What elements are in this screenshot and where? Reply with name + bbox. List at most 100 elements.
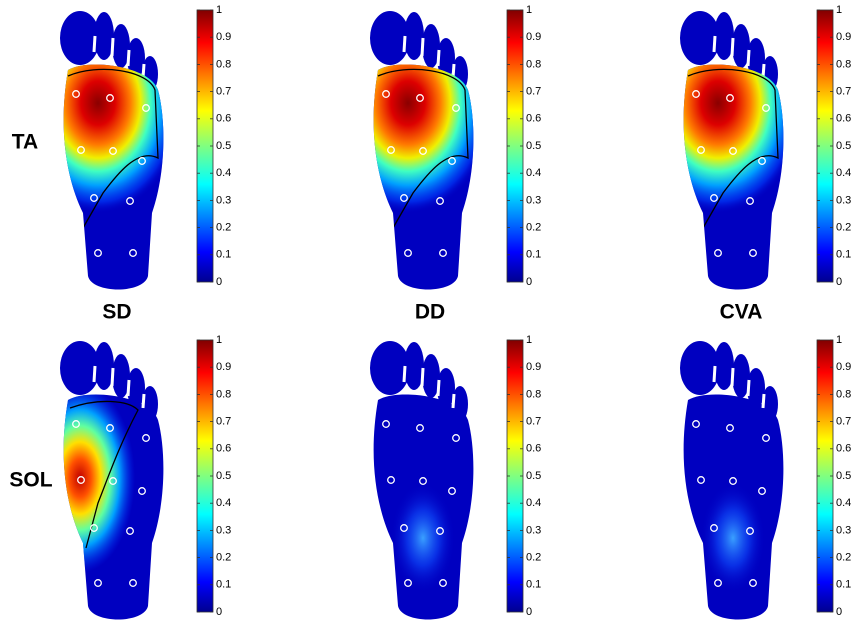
sensor	[758, 157, 766, 165]
sensor	[710, 194, 718, 202]
sensor	[439, 579, 447, 587]
toe	[112, 354, 130, 398]
colorbar-tick-label: 0.9	[836, 31, 851, 43]
heat	[391, 483, 455, 593]
colorbar-tick-label: 0.3	[836, 524, 851, 536]
sensor	[692, 90, 700, 98]
toe-gap	[451, 393, 456, 409]
colorbar-tick-label: 0.6	[216, 443, 231, 455]
contour	[687, 68, 779, 229]
heat-blob	[701, 483, 765, 593]
colorbar-tick-label: 0.7	[216, 416, 231, 428]
toe	[94, 12, 114, 60]
toe-gap	[92, 35, 97, 53]
row-label: TA	[12, 131, 38, 154]
sensor	[109, 147, 117, 155]
sensor	[749, 249, 757, 257]
contour	[377, 68, 469, 229]
colorbar-tick-label: 0	[526, 276, 532, 288]
sensor	[452, 104, 460, 112]
colorbar-tick-label: 0.8	[526, 58, 541, 70]
toe	[732, 24, 750, 68]
sensor	[404, 579, 412, 587]
colorbar-tick-label: 0	[526, 606, 532, 618]
toe-gap	[436, 49, 441, 67]
foot-map	[680, 341, 784, 620]
heat-blob	[391, 483, 455, 593]
sensor	[72, 420, 80, 428]
sensor	[697, 146, 705, 154]
colorbar-tick-label: 0.5	[836, 140, 851, 152]
sensor	[439, 249, 447, 257]
sensor	[452, 434, 460, 442]
sensor	[400, 194, 408, 202]
foot-map	[680, 11, 784, 290]
colorbar-tick-label: 0.4	[526, 497, 541, 509]
toe	[422, 24, 440, 68]
sensor	[448, 157, 456, 165]
heat	[701, 483, 765, 593]
sensor	[94, 579, 102, 587]
toe	[94, 342, 114, 390]
toe	[370, 341, 410, 395]
toe-gap	[420, 367, 425, 387]
toe	[422, 354, 440, 398]
sensor	[387, 146, 395, 154]
sensor	[762, 104, 770, 112]
colorbar-tick-label: 0	[836, 276, 842, 288]
colorbar-tick-label: 0.3	[836, 194, 851, 206]
toe	[404, 342, 424, 390]
colorbar-tick-label: 0.5	[526, 470, 541, 482]
sensor	[436, 197, 444, 205]
colorbar-tick-label: 0.5	[216, 470, 231, 482]
toe-gap	[436, 379, 441, 397]
colorbar-tick-label: 0.2	[216, 222, 231, 234]
toe	[714, 342, 734, 390]
toe	[680, 341, 720, 395]
foot-map	[370, 11, 474, 290]
toe-gap	[92, 365, 97, 383]
colorbar-tick-label: 0.8	[216, 388, 231, 400]
sensor	[697, 476, 705, 484]
colorbar-tick-label: 0.2	[836, 222, 851, 234]
colorbar-tick-label: 1	[216, 334, 222, 346]
colorbar-tick-label: 0.4	[836, 167, 851, 179]
toe	[404, 12, 424, 60]
toe-gap	[402, 365, 407, 383]
sensor	[762, 434, 770, 442]
sensor	[710, 524, 718, 532]
colorbar-tick-label: 1	[526, 334, 532, 346]
toe-gap	[402, 35, 407, 53]
sensor	[382, 420, 390, 428]
colorbar-tick-label: 0.2	[526, 222, 541, 234]
sensor	[746, 527, 754, 535]
colorbar-tick-label: 0.5	[526, 140, 541, 152]
toe	[437, 368, 455, 408]
colorbar-tick-label: 0.3	[526, 194, 541, 206]
colorbar-tick-label: 0.1	[526, 579, 541, 591]
sensor	[106, 94, 114, 102]
colorbar-tick-label: 0.1	[836, 579, 851, 591]
toe-gap	[126, 379, 131, 397]
toe	[747, 38, 765, 78]
sensor	[138, 157, 146, 165]
colorbar-tick-label: 0.6	[216, 113, 231, 125]
colorbar-tick-label: 0.8	[836, 58, 851, 70]
sensor	[72, 90, 80, 98]
colorbar-tick-label: 0.2	[526, 552, 541, 564]
colorbar-tick-label: 0.9	[526, 361, 541, 373]
colorbar-tick-label: 0.7	[836, 86, 851, 98]
contour	[67, 68, 159, 229]
colorbar-tick-label: 0.2	[836, 552, 851, 564]
colorbar-tick-label: 0.6	[526, 113, 541, 125]
sensor	[387, 476, 395, 484]
colorbar-tick-label: 0.5	[216, 140, 231, 152]
colorbar-tick-label: 0.9	[216, 361, 231, 373]
colorbar-tick-label: 0	[216, 606, 222, 618]
foot-map	[370, 341, 474, 620]
toe-gap	[746, 49, 751, 67]
column-label: DD	[415, 301, 445, 324]
sensor	[746, 197, 754, 205]
colorbar-tick-label: 1	[526, 4, 532, 16]
sensor	[142, 104, 150, 112]
